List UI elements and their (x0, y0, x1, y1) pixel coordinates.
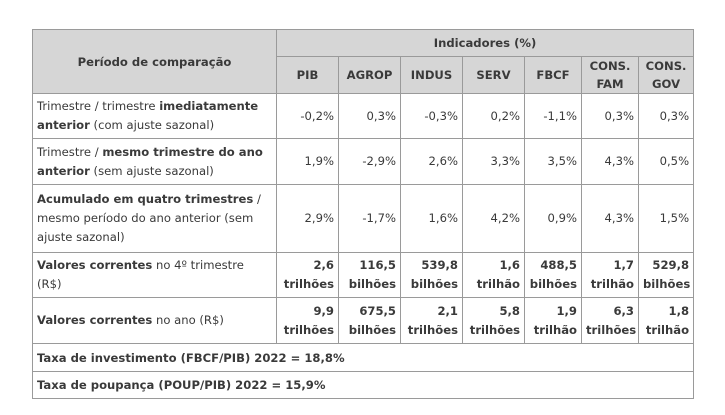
column-headers-row: PIB AGROP INDUS SERV FBCF CONS. FAM CONS.… (33, 56, 695, 94)
table-cell: 0,5% (637, 138, 695, 186)
table-cell: 1,7 trilhão (581, 252, 639, 299)
table-row: Acumulado em quatro trimestres / mesmo p… (32, 184, 695, 254)
table-cell: -1,7% (338, 184, 401, 254)
row-label: Valores correntes no ano (R$) (32, 297, 277, 345)
table-row: Valores correntes no 4º trimestre (R$) 2… (32, 252, 695, 299)
investment-rate-row: Taxa de investimento (FBCF/PIB) 2022 = 1… (31, 343, 695, 372)
row-label: Acumulado em quatro trimestres / mesmo p… (32, 184, 277, 254)
table-cell: 1,9% (276, 138, 339, 186)
table-cell: 1,6 trilhão (462, 252, 525, 299)
table-cell: 3,5% (524, 138, 582, 186)
table-cell: 1,5% (637, 184, 695, 254)
row-label: Trimestre / trimestre imediatamente ante… (32, 92, 277, 140)
table-cell: 1,8 trilhão (637, 297, 695, 345)
investment-rate-text: Taxa de investimento (FBCF/PIB) 2022 = 1… (31, 343, 695, 372)
table-cell: 488,5 bilhões (524, 252, 582, 299)
savings-rate-row: Taxa de poupança (POUP/PIB) 2022 = 15,9% (31, 370, 695, 400)
table-cell: 2,6% (400, 138, 463, 186)
col-header-agrop: AGROP (338, 56, 401, 94)
col-header-indus: INDUS (400, 56, 463, 94)
table-row: Trimestre / mesmo trimestre do ano anter… (32, 138, 695, 186)
table-cell: 2,1 trilhões (400, 297, 463, 345)
table-cell: -0,3% (400, 92, 463, 140)
table-cell: 3,3% (462, 138, 525, 186)
indicators-table: Período de comparação Indicadores (%) PI… (31, 29, 695, 400)
table-cell: 0,3% (338, 92, 401, 140)
table-cell: 0,9% (524, 184, 582, 254)
col-header-serv: SERV (462, 56, 525, 94)
table-cell: 0,2% (462, 92, 525, 140)
table-cell: 6,3 trilhões (581, 297, 639, 345)
savings-rate-text: Taxa de poupança (POUP/PIB) 2022 = 15,9% (31, 370, 695, 400)
table-cell: 4,2% (462, 184, 525, 254)
table-cell: 675,5 bilhões (338, 297, 401, 345)
table-cell: 4,3% (581, 138, 639, 186)
table-cell: -2,9% (338, 138, 401, 186)
table-cell: 0,3% (581, 92, 639, 140)
period-header: Período de comparação (32, 29, 277, 94)
table-cell: 5,8 trilhões (462, 297, 525, 345)
table-cell: 2,9% (276, 184, 339, 254)
table-cell: 0,3% (637, 92, 695, 140)
table-row: Valores correntes no ano (R$) 9,9 trilhõe… (32, 297, 695, 345)
col-header-pib: PIB (276, 56, 339, 94)
indicators-group-header: Indicadores (%) (275, 29, 695, 57)
table-cell: 9,9 trilhões (276, 297, 339, 345)
table-cell: 529,8 bilhões (637, 252, 695, 299)
col-header-cons-fam: CONS. FAM (581, 56, 639, 94)
col-header-cons-gov: CONS. GOV (637, 56, 695, 94)
table-cell: 1,6% (400, 184, 463, 254)
table-cell: 1,9 trilhão (524, 297, 582, 345)
row-label: Trimestre / mesmo trimestre do ano anter… (32, 138, 277, 186)
table-cell: 2,6 trilhões (276, 252, 339, 299)
table-cell: 539,8 bilhões (400, 252, 463, 299)
table-cell: 4,3% (581, 184, 639, 254)
table-cell: -1,1% (524, 92, 582, 140)
col-header-fbcf: FBCF (524, 56, 582, 94)
table-cell: -0,2% (276, 92, 339, 140)
table-cell: 116,5 bilhões (338, 252, 401, 299)
row-label: Valores correntes no 4º trimestre (R$) (32, 252, 277, 299)
table-row: Trimestre / trimestre imediatamente ante… (32, 92, 695, 140)
